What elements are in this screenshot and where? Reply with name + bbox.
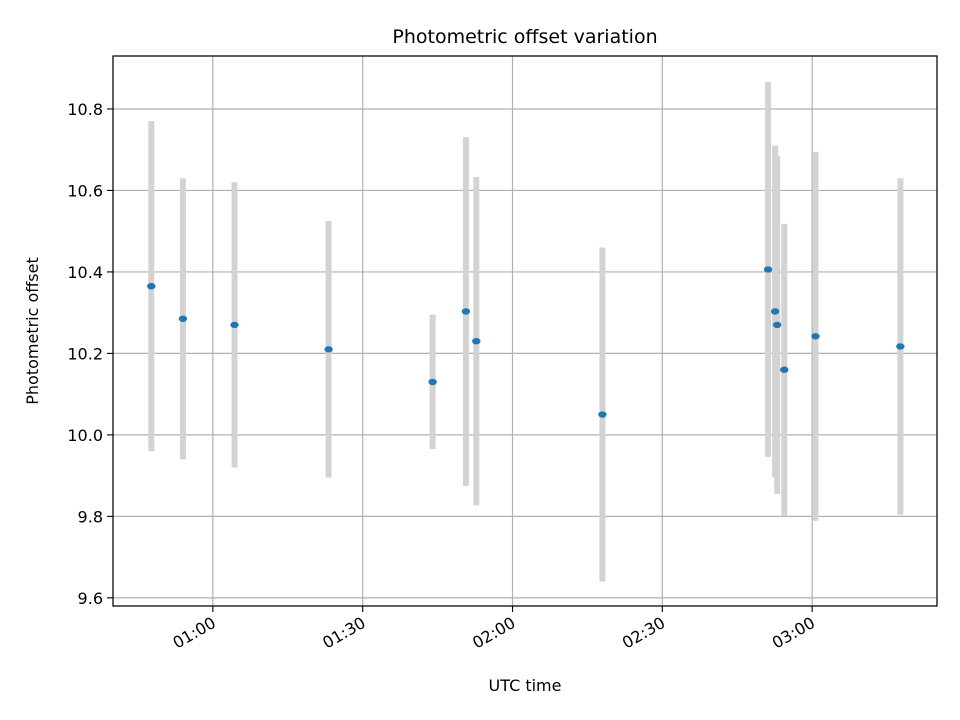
data-point: [178, 315, 188, 322]
y-tick-label: 10.6: [67, 181, 103, 200]
data-point: [598, 411, 607, 418]
data-points: [147, 266, 905, 418]
data-point: [472, 337, 481, 345]
data-point: [230, 321, 239, 329]
y-axis-ticks: 9.6 9.8 10.0 10.2 10.4 10.6 10.8: [67, 100, 113, 608]
data-point: [763, 266, 773, 273]
x-axis-label: UTC time: [489, 676, 562, 695]
data-point: [428, 378, 437, 386]
grid: [113, 56, 937, 606]
data-point: [461, 308, 471, 315]
y-tick-label: 10.0: [67, 426, 103, 445]
data-point: [772, 321, 782, 329]
y-tick-label: 10.2: [67, 344, 103, 363]
data-point: [770, 308, 780, 315]
y-tick-label: 10.4: [67, 263, 103, 282]
data-point: [147, 282, 156, 290]
y-tick-label: 9.6: [78, 589, 103, 608]
data-point: [896, 343, 905, 350]
y-tick-label: 9.8: [78, 507, 103, 526]
data-point: [811, 333, 820, 340]
y-axis-label: Photometric offset: [23, 257, 42, 405]
plot-frame: [112, 55, 938, 607]
chart-title: Photometric offset variation: [392, 26, 657, 48]
data-point: [780, 366, 789, 373]
y-tick-label: 10.8: [67, 100, 103, 119]
data-point: [324, 346, 333, 353]
